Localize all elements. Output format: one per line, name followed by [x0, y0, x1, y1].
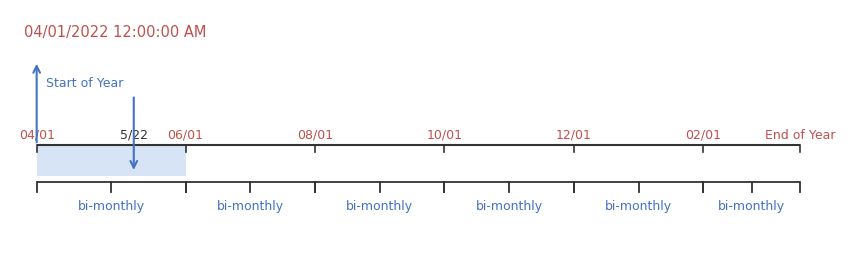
Text: End of Year: End of Year	[765, 128, 835, 141]
Text: 02/01: 02/01	[685, 128, 721, 141]
Text: bi-monthly: bi-monthly	[78, 200, 145, 213]
Bar	[36, 145, 186, 176]
Text: 12/01: 12/01	[556, 128, 592, 141]
Text: 5/22: 5/22	[120, 128, 148, 141]
Text: bi-monthly: bi-monthly	[476, 200, 543, 213]
Text: bi-monthly: bi-monthly	[217, 200, 284, 213]
Text: 04/01/2022 12:00:00 AM: 04/01/2022 12:00:00 AM	[24, 25, 206, 40]
Text: 04/01: 04/01	[19, 128, 54, 141]
Text: bi-monthly: bi-monthly	[605, 200, 672, 213]
Text: bi-monthly: bi-monthly	[718, 200, 785, 213]
Text: bi-monthly: bi-monthly	[346, 200, 413, 213]
Text: 06/01: 06/01	[167, 128, 204, 141]
Text: 10/01: 10/01	[426, 128, 463, 141]
Text: Start of Year: Start of Year	[47, 77, 123, 90]
Text: 08/01: 08/01	[297, 128, 333, 141]
